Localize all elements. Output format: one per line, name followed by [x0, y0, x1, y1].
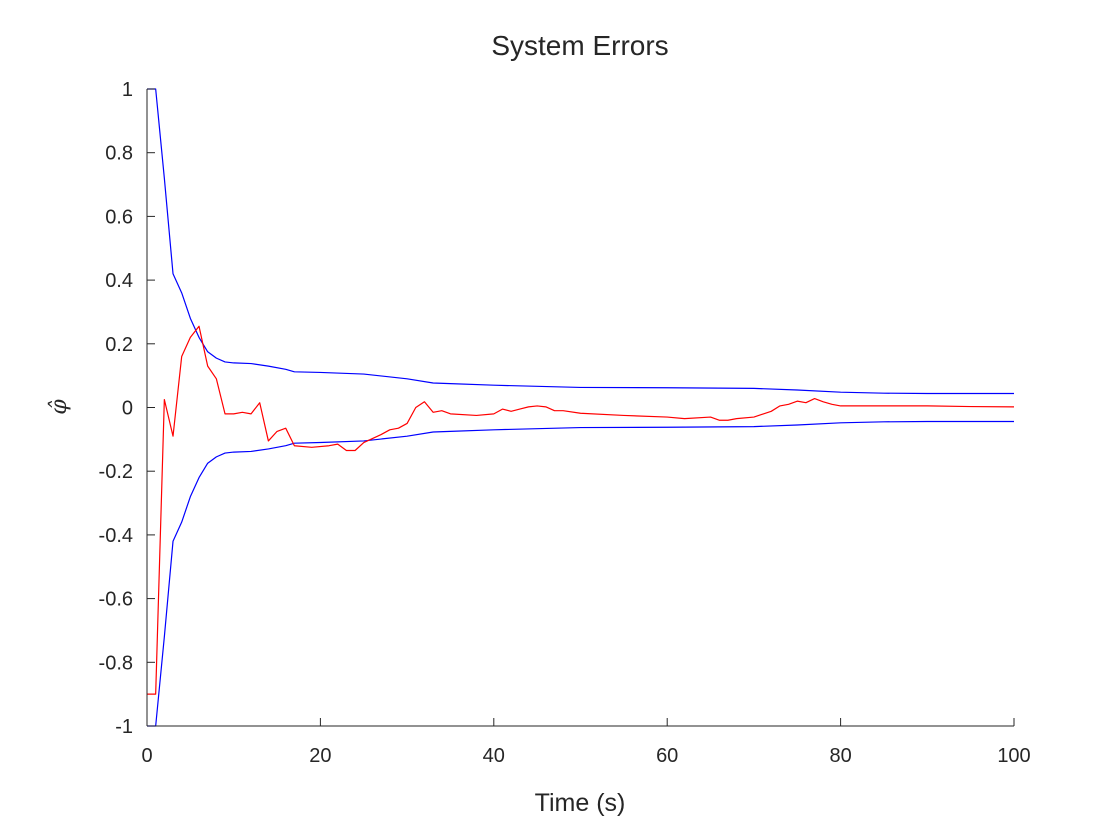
x-tick-label: 60 [656, 745, 678, 767]
x-axis-label: Time (s) [535, 789, 626, 817]
y-axis-label: φ̂ [47, 399, 72, 415]
x-tick-label: 80 [829, 745, 851, 767]
x-tick-label: 100 [997, 745, 1030, 767]
series-line-3 [147, 325, 1015, 695]
y-tick-label: 0.8 [105, 143, 133, 165]
series-line-1 [147, 88, 1014, 395]
y-tick-label: -0.6 [99, 589, 133, 611]
x-ticks: 0 20 40 60 80 100 [141, 718, 1031, 767]
y-tick-label: 0.6 [105, 206, 133, 228]
y-tick-label: -0.8 [99, 652, 133, 674]
y-tick-label: -1 [115, 716, 133, 738]
y-tick-label: 0 [122, 398, 133, 420]
y-tick-label: -0.2 [99, 461, 133, 483]
y-tick-label: -0.4 [99, 525, 133, 547]
x-tick-label: 0 [141, 745, 152, 767]
x-tick-label: 20 [309, 745, 331, 767]
y-tick-label: 1 [122, 79, 133, 101]
series-layer [147, 88, 1015, 727]
plot-area: 0 20 40 60 80 100 -1 -0.8 -0.6 -0.4 -0.2 0 0.2 0.4 0.… [99, 79, 1031, 767]
x-tick-label: 40 [483, 745, 505, 767]
y-tick-label: 0.2 [105, 334, 133, 356]
y-ticks: -1 -0.8 -0.6 -0.4 -0.2 0 0.2 0.4 0.6 0.8 1 [99, 79, 155, 738]
series-line-2 [147, 420, 1014, 727]
y-tick-label: 0.4 [105, 270, 133, 292]
chart-title: System Errors [491, 30, 668, 61]
